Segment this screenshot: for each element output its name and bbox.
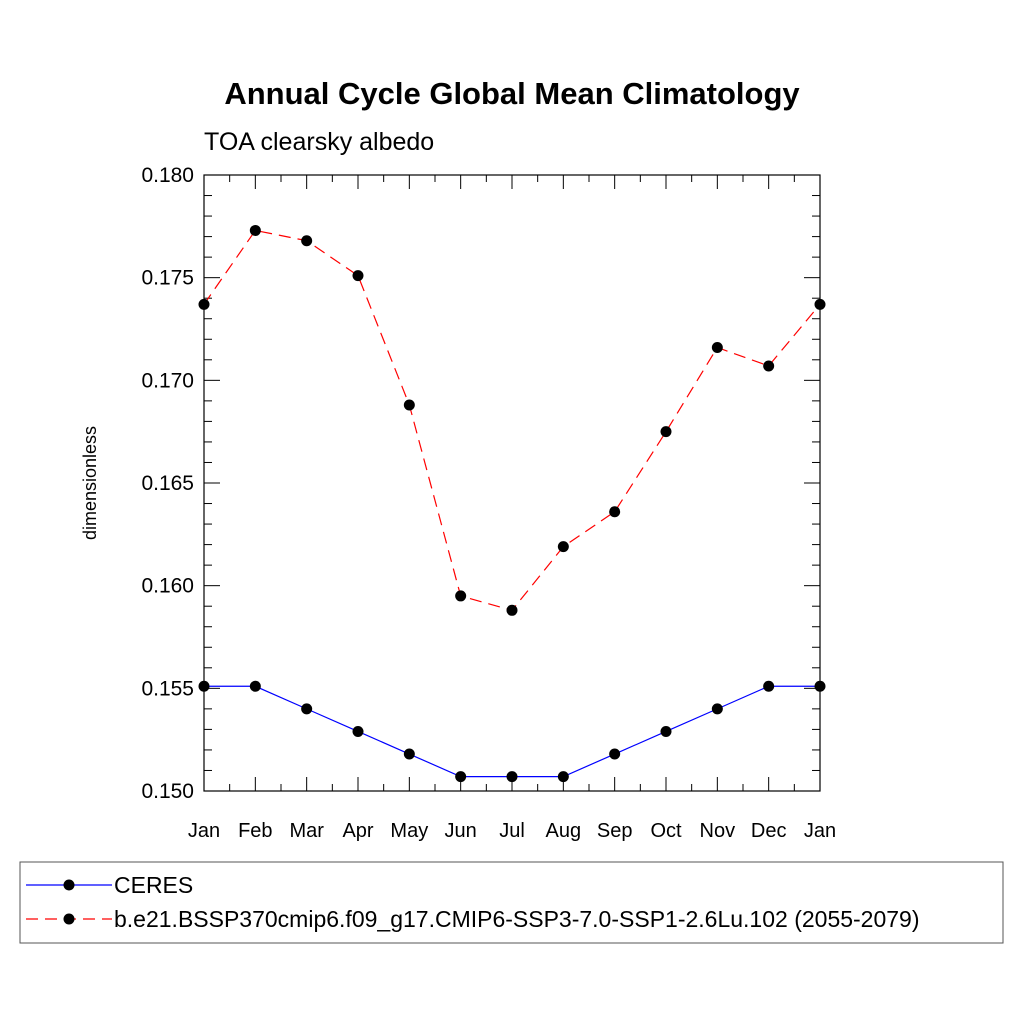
x-tick-label: Jul — [499, 820, 525, 842]
legend-marker-0 — [63, 879, 75, 891]
series-0-point — [352, 725, 364, 737]
x-tick-label: Feb — [238, 820, 272, 842]
y-tick-label: 0.155 — [141, 677, 194, 700]
series-1-point — [249, 224, 261, 236]
series-0-point — [814, 680, 826, 692]
y-tick-label: 0.160 — [141, 575, 194, 598]
series-1-point — [814, 298, 826, 310]
series-line-0 — [204, 685, 820, 778]
x-tick-label: Mar — [289, 820, 324, 842]
series-1-point — [403, 399, 415, 411]
x-tick-label: Oct — [650, 820, 682, 842]
chart-title: Annual Cycle Global Mean Climatology — [224, 76, 800, 111]
y-axis-label: dimensionless — [80, 426, 100, 540]
legend-label-0: CERES — [114, 872, 193, 898]
x-tick-label: Jun — [445, 820, 477, 842]
series-1-point — [301, 235, 313, 247]
series-0-point — [455, 771, 467, 783]
legend: CERES b.e21.BSSP370cmip6.f09_g17.CMIP6-SS… — [19, 861, 1004, 944]
legend-marker-1 — [63, 913, 75, 925]
x-tick-label: Jan — [804, 820, 836, 842]
series-1-point — [711, 341, 723, 353]
series-0-point — [763, 680, 775, 692]
series-1-point — [506, 604, 518, 616]
y-tick-label: 0.165 — [141, 472, 194, 495]
series-0-point — [403, 748, 415, 760]
series-1-point — [198, 298, 210, 310]
x-tick-label: Jan — [188, 820, 220, 842]
series-0-point — [660, 725, 672, 737]
legend-box — [19, 861, 1004, 944]
x-tick-label: Nov — [700, 820, 736, 842]
series-0-point — [249, 680, 261, 692]
series-1-point — [455, 590, 467, 602]
series-0-point — [301, 703, 313, 715]
plot-area: 0.150 0.155 0.160 0.165 0.170 0.175 0.180 Jan Fe… — [141, 164, 836, 842]
y-tick-label: 0.150 — [141, 780, 194, 803]
series-0-point — [198, 680, 210, 692]
series-1-point — [557, 541, 569, 553]
x-tick-label: Sep — [597, 820, 633, 842]
plot-frame — [203, 174, 821, 792]
chart-subtitle: TOA clearsky albedo — [204, 128, 434, 156]
y-tick-label: 0.180 — [141, 164, 194, 187]
series-0-point — [557, 771, 569, 783]
series-0-point — [609, 748, 621, 760]
x-tick-label: Aug — [546, 820, 582, 842]
y-tick-label: 0.175 — [141, 267, 194, 290]
series-1-point — [763, 360, 775, 372]
series-1-point — [352, 270, 364, 282]
series-0-point — [506, 771, 518, 783]
series-1-point — [609, 506, 621, 518]
x-tick-label: Dec — [751, 820, 787, 842]
series-0-point — [711, 703, 723, 715]
x-tick-label: Apr — [342, 820, 373, 842]
series-line-1 — [203, 229, 821, 611]
y-tick-label: 0.170 — [141, 369, 194, 392]
legend-label-1: b.e21.BSSP370cmip6.f09_g17.CMIP6-SSP3-7.… — [114, 906, 920, 932]
x-tick-label: May — [390, 820, 428, 842]
series-1-point — [660, 426, 672, 438]
